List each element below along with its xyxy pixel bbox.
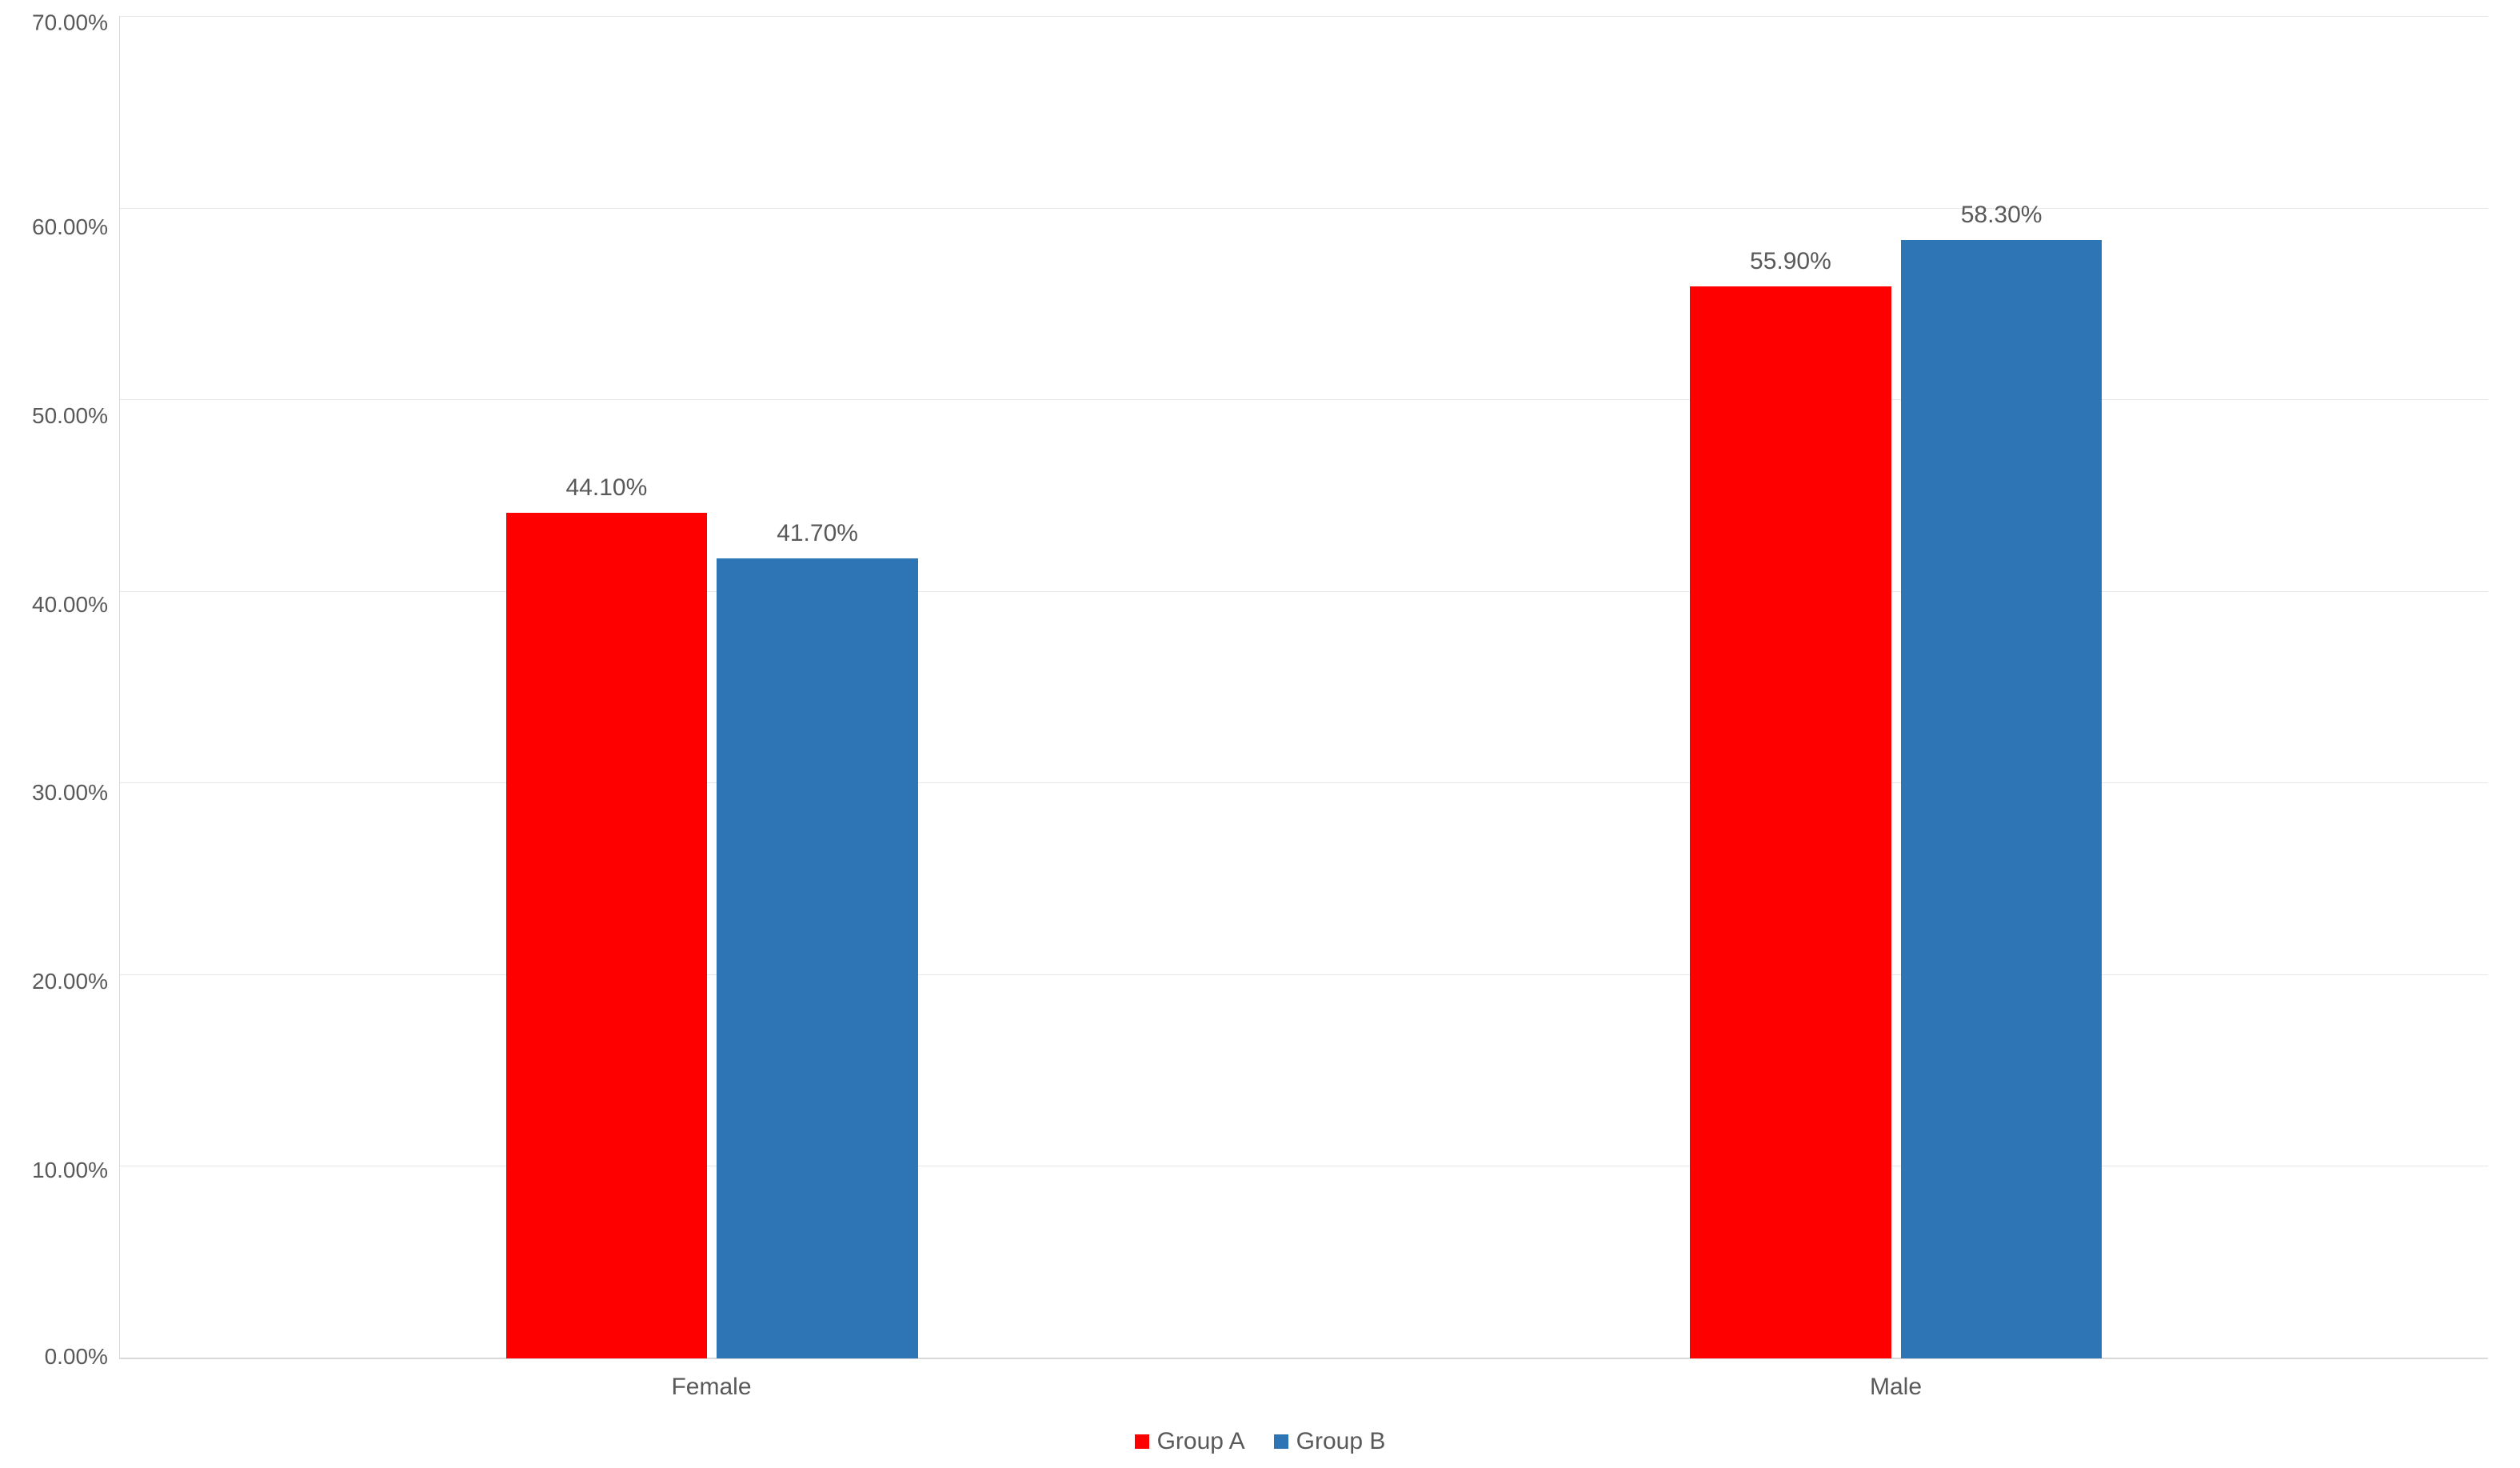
y-tick: 30.00% — [32, 782, 108, 804]
bar-group-a-female — [506, 513, 708, 1358]
legend-label: Group A — [1157, 1428, 1245, 1455]
y-tick: 50.00% — [32, 405, 108, 427]
y-tick: 40.00% — [32, 594, 108, 616]
legend-swatch-icon — [1135, 1434, 1149, 1449]
y-axis: 70.00% 60.00% 50.00% 40.00% 30.00% 20.00… — [32, 16, 119, 1359]
data-label: 44.10% — [566, 474, 648, 502]
bar-col: 41.70% — [717, 16, 918, 1358]
plot-row: 70.00% 60.00% 50.00% 40.00% 30.00% 20.00… — [32, 16, 2488, 1359]
group-female: 44.10% 41.70% — [120, 16, 1304, 1358]
legend-label: Group B — [1296, 1428, 1386, 1455]
y-tick: 10.00% — [32, 1159, 108, 1182]
x-axis: Female Male — [32, 1359, 2488, 1409]
bar-group-b-male — [1901, 240, 2103, 1358]
y-tick: 20.00% — [32, 970, 108, 993]
bar-group-b-female — [717, 558, 918, 1358]
bar-col: 55.90% — [1690, 16, 1891, 1358]
bar-groups: 44.10% 41.70% 55.90% 58.30% — [120, 16, 2488, 1358]
data-label: 58.30% — [1961, 202, 2043, 229]
data-label: 41.70% — [777, 520, 858, 547]
bar-chart: 70.00% 60.00% 50.00% 40.00% 30.00% 20.00… — [0, 0, 2520, 1468]
bar-col: 44.10% — [506, 16, 708, 1358]
data-label: 55.90% — [1750, 248, 1831, 275]
x-category-label: Male — [1304, 1359, 2488, 1409]
y-tick: 70.00% — [32, 11, 108, 34]
x-axis-labels: Female Male — [119, 1359, 2488, 1409]
legend: Group A Group B — [32, 1409, 2488, 1460]
x-category-label: Female — [119, 1359, 1304, 1409]
bar-group-a-male — [1690, 286, 1891, 1358]
bar-col: 58.30% — [1901, 16, 2103, 1358]
legend-item-group-b: Group B — [1274, 1428, 1386, 1455]
plot-area: 44.10% 41.70% 55.90% 58.30% — [119, 16, 2488, 1359]
legend-item-group-a: Group A — [1135, 1428, 1245, 1455]
y-tick: 0.00% — [45, 1346, 108, 1368]
legend-swatch-icon — [1274, 1434, 1288, 1449]
y-tick: 60.00% — [32, 216, 108, 238]
group-male: 55.90% 58.30% — [1304, 16, 2488, 1358]
